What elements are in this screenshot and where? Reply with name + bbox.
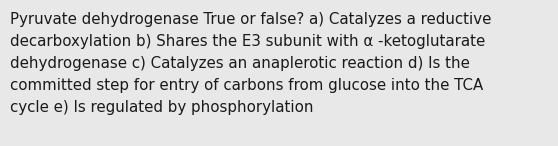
Text: decarboxylation b) Shares the E3 subunit with α -ketoglutarate: decarboxylation b) Shares the E3 subunit… — [10, 34, 485, 49]
Text: cycle e) Is regulated by phosphorylation: cycle e) Is regulated by phosphorylation — [10, 100, 314, 115]
Text: Pyruvate dehydrogenase True or false? a) Catalyzes a reductive: Pyruvate dehydrogenase True or false? a)… — [10, 12, 492, 27]
Text: committed step for entry of carbons from glucose into the TCA: committed step for entry of carbons from… — [10, 78, 483, 93]
Text: dehydrogenase c) Catalyzes an anaplerotic reaction d) Is the: dehydrogenase c) Catalyzes an anapleroti… — [10, 56, 470, 71]
